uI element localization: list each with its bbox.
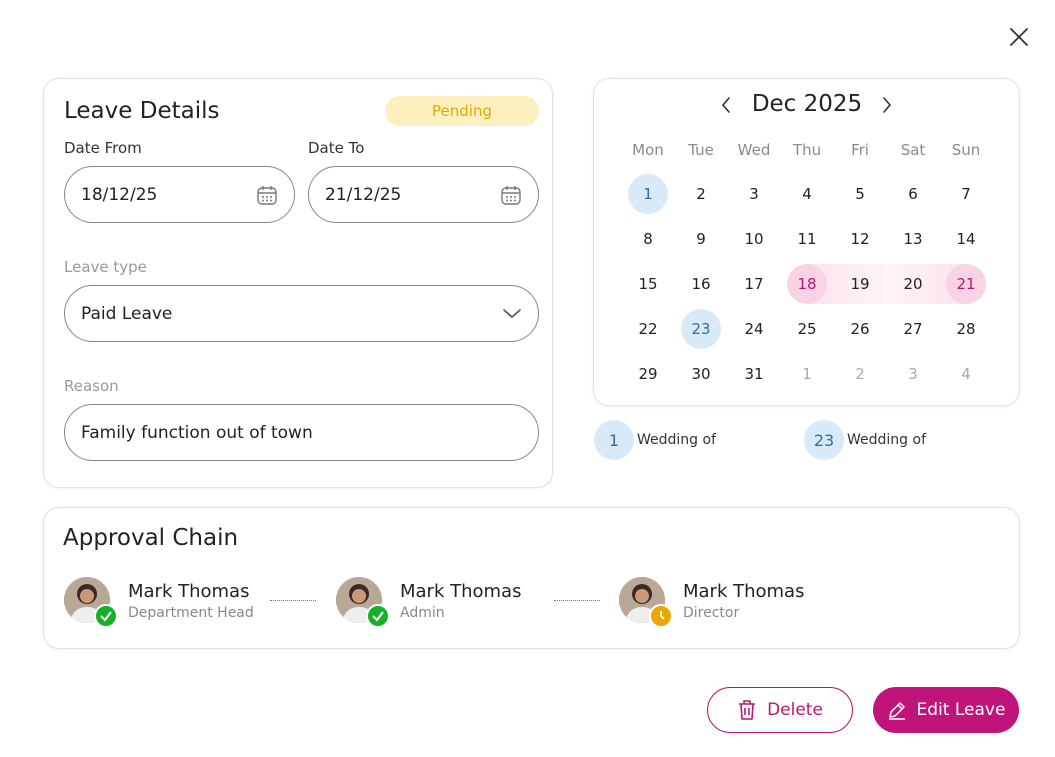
status-icon (649, 604, 673, 628)
field-label: Date From (64, 139, 142, 157)
field-label: Leave type (64, 258, 147, 276)
button-label: Edit Leave (916, 700, 1006, 720)
weekday: Mon (632, 141, 664, 159)
calendar-day[interactable]: 14 (956, 230, 976, 248)
calendar-day[interactable]: 4 (802, 185, 812, 203)
calendar-day[interactable]: 26 (850, 320, 870, 338)
leave-details-card: Leave Details Pending Date From Date To … (43, 78, 553, 488)
calendar-day[interactable]: 12 (850, 230, 870, 248)
approver-name: Mark Thomas (128, 581, 250, 602)
calendar-day[interactable]: 20 (903, 275, 923, 293)
edit-button[interactable]: Edit Leave (873, 687, 1019, 733)
calendar-day[interactable]: 1 (628, 174, 668, 214)
calendar-day[interactable]: 29 (638, 365, 658, 383)
approver-name: Mark Thomas (683, 581, 805, 602)
calendar-day[interactable]: 2 (855, 365, 865, 383)
calendar-day[interactable]: 21 (946, 264, 986, 304)
weekday: Sat (900, 141, 926, 159)
status-badge: Pending (385, 96, 539, 126)
connector (554, 600, 600, 601)
select-input[interactable]: Paid Leave (64, 285, 539, 342)
calendar-day[interactable]: 3 (908, 365, 918, 383)
calendar-day[interactable]: 3 (749, 185, 759, 203)
text-input[interactable]: Family function out of town (64, 404, 539, 461)
field-label: Reason (64, 377, 119, 395)
check-icon (100, 611, 112, 622)
trash-icon (739, 700, 756, 720)
input-value: Paid Leave (81, 303, 173, 324)
calendar-day[interactable]: 11 (797, 230, 817, 248)
calendar-day[interactable]: 25 (797, 320, 817, 338)
avatar (64, 577, 110, 623)
field-label: Date To (308, 139, 365, 157)
card-title: Leave Details (64, 98, 220, 124)
connector (270, 600, 316, 601)
weekday: Thu (792, 141, 822, 159)
calendar-day[interactable]: 23 (681, 309, 721, 349)
calendar-day[interactable]: 9 (696, 230, 706, 248)
calendar-day[interactable]: 15 (638, 275, 658, 293)
approval-chain-card: Approval Chain Mark Thomas Department Hea… (43, 507, 1020, 649)
calendar-day[interactable]: 17 (744, 275, 764, 293)
holiday-label: Wedding of (847, 432, 927, 448)
calendar-day[interactable]: 2 (696, 185, 706, 203)
avatar (619, 577, 665, 623)
approver-role: Department Head (128, 605, 254, 621)
check-icon (372, 611, 384, 622)
weekday: Fri (851, 141, 869, 159)
calendar-icon (501, 185, 521, 205)
date-input[interactable]: 21/12/25 (308, 166, 539, 223)
card-title: Approval Chain (63, 525, 239, 551)
avatar-image (64, 577, 110, 623)
avatar-image (336, 577, 382, 623)
calendar-card: Dec 2025 Mon Tue Wed Thu Fri Sat Sun 1 2 3 4 5 6 7 8 9 1… (593, 78, 1020, 406)
calendar-day[interactable]: 27 (903, 320, 923, 338)
status-icon (94, 604, 118, 628)
weekday: Sun (951, 141, 981, 159)
approver-role: Admin (400, 605, 445, 621)
chevron-down (503, 308, 521, 318)
calendar-day[interactable]: 4 (961, 365, 971, 383)
holiday-day: 23 (804, 420, 844, 460)
calendar-day[interactable]: 31 (744, 365, 764, 383)
holiday-day: 1 (594, 420, 634, 460)
clock-icon (660, 611, 665, 620)
prev-month[interactable] (720, 96, 732, 114)
calendar-day[interactable]: 13 (903, 230, 923, 248)
input-value: Family function out of town (81, 422, 313, 443)
edit-icon (888, 702, 905, 720)
status-icon (366, 604, 390, 628)
input-value: 18/12/25 (81, 184, 158, 205)
calendar-day[interactable]: 16 (691, 275, 711, 293)
calendar-day[interactable]: 18 (787, 264, 827, 304)
holiday-label: Wedding of (637, 432, 717, 448)
approver-name: Mark Thomas (400, 581, 522, 602)
calendar-day[interactable]: 8 (643, 230, 653, 248)
calendar-day[interactable]: 10 (744, 230, 764, 248)
calendar-day[interactable]: 22 (638, 320, 658, 338)
calendar-day[interactable]: 1 (802, 365, 812, 383)
close-button[interactable] (1008, 26, 1030, 48)
weekday: Tue (688, 141, 714, 159)
input-value: 21/12/25 (325, 184, 402, 205)
calendar-day[interactable]: 19 (850, 275, 870, 293)
calendar-day[interactable]: 5 (855, 185, 865, 203)
delete-button[interactable]: Delete (707, 687, 853, 733)
approver-role: Director (683, 605, 740, 621)
range-band (807, 264, 966, 304)
date-input[interactable]: 18/12/25 (64, 166, 295, 223)
calendar-day[interactable]: 28 (956, 320, 976, 338)
calendar-day[interactable]: 30 (691, 365, 711, 383)
button-label: Delete (767, 700, 823, 720)
calendar-day[interactable]: 6 (908, 185, 918, 203)
calendar-month: Dec 2025 (751, 91, 863, 117)
next-month[interactable] (881, 96, 893, 114)
weekday: Wed (737, 141, 771, 159)
calendar-icon (257, 185, 277, 205)
calendar-day[interactable]: 7 (961, 185, 971, 203)
calendar-day[interactable]: 24 (744, 320, 764, 338)
